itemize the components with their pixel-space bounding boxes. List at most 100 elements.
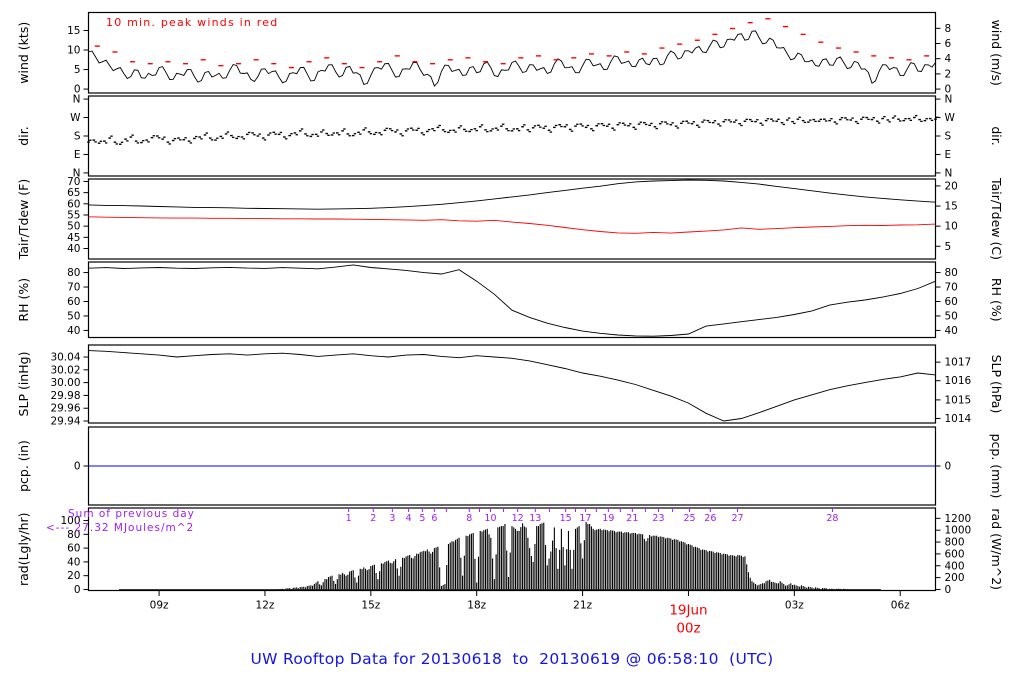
- dir-dot: [553, 126, 556, 129]
- ytick-left-label: N: [73, 94, 81, 106]
- dir-dot: [198, 136, 201, 138]
- ytick-right-label: 400: [945, 560, 965, 572]
- dir-dot: [210, 139, 214, 141]
- rad-bar: [297, 588, 300, 590]
- rad-bar: [439, 567, 441, 590]
- dir-dot: [701, 121, 704, 123]
- rad-bar: [807, 586, 809, 590]
- dir-dot: [899, 120, 902, 122]
- rad-bar: [615, 532, 617, 590]
- rad-bar: [698, 548, 700, 590]
- rad-bar: [758, 584, 760, 590]
- dir-dot: [142, 140, 145, 142]
- rad-bar: [432, 551, 434, 590]
- dir-dot: [605, 125, 609, 127]
- rad-bar: [702, 549, 704, 590]
- dir-dot: [478, 126, 482, 128]
- dir-dot: [224, 133, 228, 135]
- rad-bar: [550, 551, 552, 590]
- dir-dot: [685, 120, 688, 122]
- rad-bar: [724, 553, 727, 590]
- dir-dot: [491, 128, 494, 130]
- rad-bar: [606, 530, 608, 590]
- dir-dot: [300, 128, 304, 130]
- dir-dot: [814, 120, 817, 123]
- rad-bar: [304, 587, 307, 590]
- rad-bar: [467, 536, 469, 590]
- ytick-right-label: 20: [945, 180, 958, 192]
- dir-dot: [719, 125, 722, 127]
- pcp-left-axis-label: pcp. (in): [16, 440, 31, 492]
- rad-bar: [488, 534, 490, 590]
- rad-bar: [312, 585, 314, 590]
- dir-dot: [733, 121, 736, 123]
- dir-dot: [383, 129, 387, 131]
- dir-dot: [124, 138, 127, 140]
- rad-bar: [384, 561, 386, 590]
- ytick-left-label: 40: [67, 325, 80, 337]
- rad-bar: [509, 552, 511, 590]
- dir-dot: [819, 118, 823, 120]
- dir-dot: [676, 127, 680, 129]
- dir-dot: [745, 118, 748, 120]
- dir-dot: [441, 129, 445, 131]
- dir-dot: [930, 119, 934, 122]
- rad-bar: [347, 574, 349, 590]
- rad-bar: [679, 541, 681, 590]
- rad-bar: [573, 549, 575, 590]
- dir-dot: [523, 124, 526, 126]
- dir-dot: [449, 129, 452, 132]
- dir-dot: [507, 129, 510, 132]
- dir-dot: [512, 128, 515, 130]
- date-label-hour: 00z: [676, 621, 700, 637]
- dir-dot: [838, 118, 842, 121]
- dir-dot: [459, 125, 463, 127]
- sum-tick-label: 5: [419, 513, 425, 524]
- rad-bar: [814, 587, 817, 590]
- dir-dot: [494, 127, 498, 129]
- rad-bar: [560, 528, 562, 590]
- dir-dot: [618, 122, 621, 124]
- xtick-label: 12z: [256, 600, 275, 612]
- dir-dot: [240, 136, 244, 138]
- panel-frame: [87, 11, 937, 94]
- rad-bar: [409, 555, 411, 590]
- dir-dot: [796, 118, 800, 120]
- ytick-left-label: 15: [67, 25, 80, 37]
- rad-bar: [753, 582, 755, 590]
- rad-bar: [322, 582, 324, 590]
- dir-dot: [558, 124, 561, 126]
- dir-dot: [464, 130, 468, 132]
- dir-dot: [263, 139, 267, 141]
- rad-bar: [329, 576, 331, 590]
- rad-bar: [680, 541, 682, 590]
- dir-dot: [348, 135, 351, 137]
- dir-dot: [920, 120, 923, 123]
- rad-bar: [712, 551, 714, 590]
- ytick-left-label: 60: [67, 296, 80, 308]
- dir-dot: [246, 133, 249, 136]
- ytick-left-label: 0: [74, 584, 81, 596]
- dir-dot: [865, 116, 868, 119]
- slp-right-axis-label: SLP (hPa): [989, 355, 1004, 414]
- ytick-left-label: 10: [67, 45, 80, 57]
- dir-dot: [560, 125, 563, 128]
- rad-bar: [569, 549, 571, 590]
- dir-dot: [669, 124, 673, 126]
- tair-right-axis-label: Tair/Tdew (C): [989, 177, 1004, 260]
- dir-dot: [743, 120, 747, 122]
- rad-bar: [327, 577, 330, 590]
- dir-dot: [359, 133, 362, 135]
- rad-bar: [783, 583, 785, 590]
- rad-bar: [604, 529, 607, 590]
- dir-dot: [708, 121, 711, 124]
- rad-bar: [433, 548, 435, 590]
- dir-dot: [893, 115, 897, 117]
- rad-bar: [666, 537, 668, 590]
- rad-bar: [693, 547, 695, 590]
- rad-bar: [813, 588, 815, 590]
- rad-bar: [483, 530, 485, 590]
- rad-bar: [751, 581, 753, 590]
- ytick-right-label: 4: [945, 53, 952, 65]
- rad-bar: [617, 531, 619, 590]
